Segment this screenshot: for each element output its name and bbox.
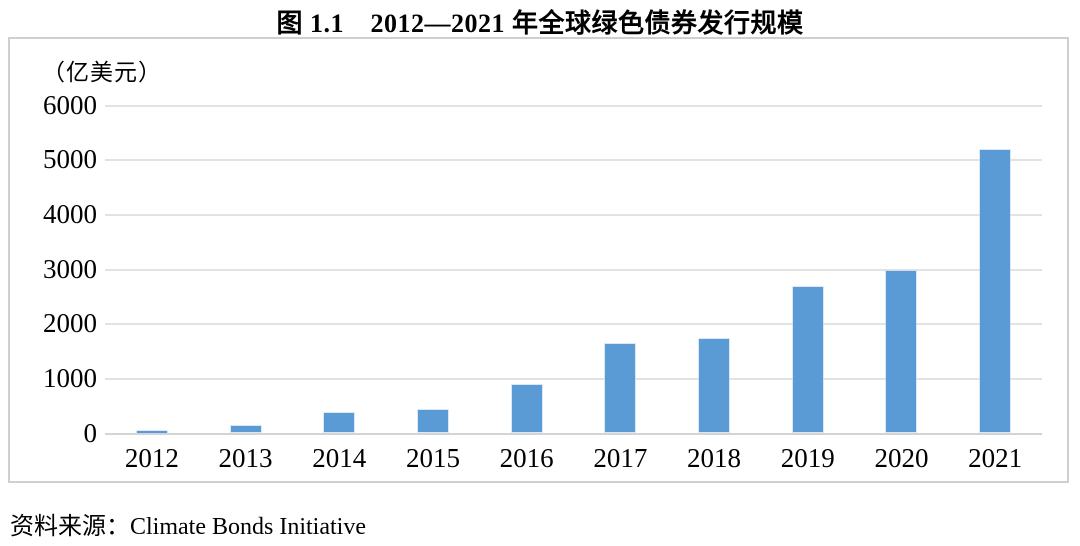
x-tick-label-2017: 2017 <box>593 443 648 473</box>
bar-2019 <box>792 287 823 433</box>
gridline-1000 <box>105 377 1042 380</box>
x-tick-label-2018: 2018 <box>687 443 742 473</box>
chart-title: 图 1.1 2012—2021 年全球绿色债券发行规模 <box>276 9 804 38</box>
gridline-0 <box>105 432 1042 435</box>
x-tick-label-2013: 2013 <box>218 443 273 473</box>
y-tick-label-3000: 3000 <box>43 253 97 284</box>
bar-2021 <box>980 149 1011 433</box>
y-tick-label-0: 0 <box>83 417 98 448</box>
gridline-4000 <box>105 213 1042 216</box>
x-tick-label-2019: 2019 <box>780 443 835 473</box>
gridline-3000 <box>105 268 1042 271</box>
bar-2018 <box>699 339 730 433</box>
gridline-5000 <box>105 159 1042 162</box>
gridline-6000 <box>105 104 1042 107</box>
y-axis-unit-label: （亿美元） <box>42 60 162 85</box>
bar-2014 <box>324 412 355 433</box>
bar-2015 <box>417 409 448 433</box>
y-tick-label-5000: 5000 <box>43 144 97 175</box>
y-tick-label-6000: 6000 <box>43 89 97 120</box>
y-tick-label-4000: 4000 <box>43 198 97 229</box>
y-tick-label-1000: 1000 <box>43 362 97 393</box>
bar-2012 <box>136 430 167 433</box>
x-tick-label-2021: 2021 <box>968 443 1023 473</box>
x-tick-label-2014: 2014 <box>312 443 367 473</box>
x-tick-label-2016: 2016 <box>499 443 554 473</box>
bar-2017 <box>605 343 636 433</box>
x-tick-label-2020: 2020 <box>874 443 929 473</box>
bar-2016 <box>511 384 542 433</box>
chart-area: （亿美元） 0 1000 2000 3000 4000 5000 6000 2012 2013 2… <box>8 37 1069 483</box>
y-tick-label-2000: 2000 <box>43 308 97 339</box>
gridline-2000 <box>105 323 1042 326</box>
bar-2013 <box>230 426 261 433</box>
x-tick-label-2015: 2015 <box>405 443 460 473</box>
source-note: 资料来源：Climate Bonds Initiative <box>10 514 366 540</box>
x-tick-label-2012: 2012 <box>124 443 179 473</box>
bar-2020 <box>886 270 917 433</box>
